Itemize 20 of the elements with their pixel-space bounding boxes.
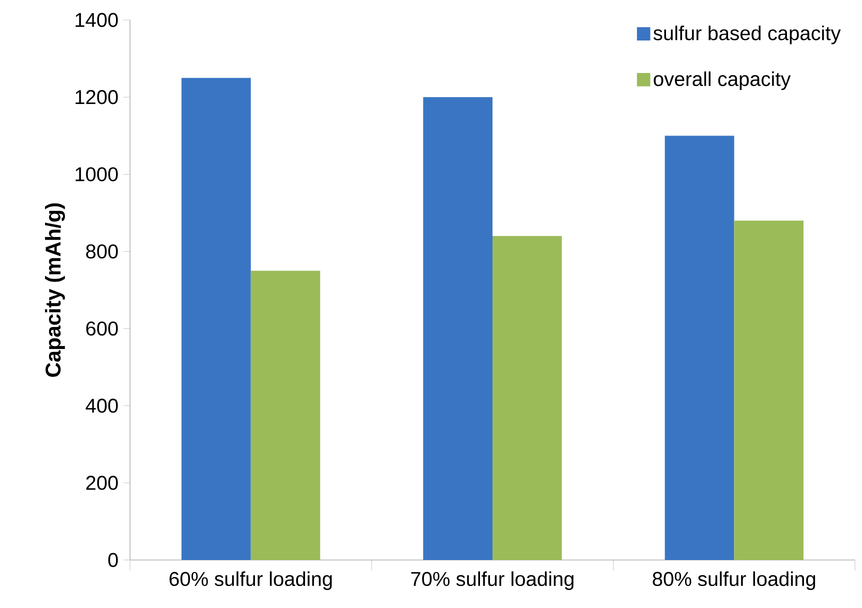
bar bbox=[250, 270, 320, 560]
y-tick-label: 800 bbox=[86, 244, 118, 258]
bar bbox=[182, 78, 251, 560]
y-tick-label: 600 bbox=[86, 321, 118, 336]
y-tick-label: 1000 bbox=[76, 167, 118, 182]
x-tick-label: 60% sulfur loading bbox=[170, 571, 332, 590]
y-tick-label: 1200 bbox=[76, 90, 118, 104]
bar bbox=[734, 220, 804, 560]
y-tick-label: 0 bbox=[108, 552, 118, 568]
y-tick-label: 400 bbox=[86, 398, 118, 413]
bar bbox=[423, 97, 493, 560]
bar bbox=[492, 236, 562, 560]
y-tick-label: 200 bbox=[86, 476, 118, 490]
legend-label: sulfur based capacity bbox=[654, 26, 841, 44]
bar bbox=[664, 136, 734, 560]
x-tick-label: 70% sulfur loading bbox=[411, 571, 574, 590]
y-tick-label: 1400 bbox=[76, 12, 118, 28]
x-tick-label: 80% sulfur loading bbox=[652, 571, 816, 590]
legend-label: overall capacity bbox=[654, 71, 791, 90]
y-axis-title: Capacity (mAh/g) bbox=[45, 203, 65, 377]
